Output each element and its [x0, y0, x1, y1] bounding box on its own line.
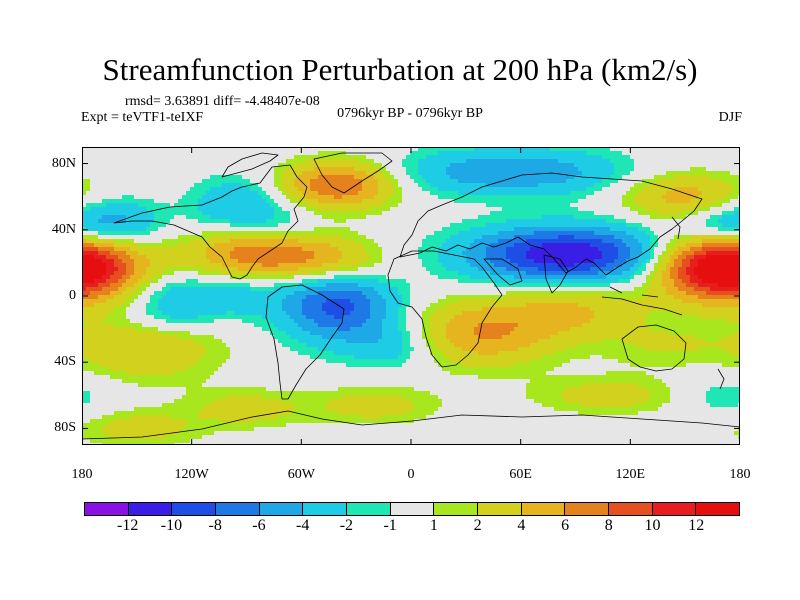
coastline-canadian-islands — [221, 152, 279, 178]
colorbar-label: 8 — [604, 517, 613, 534]
longitude-tick-label: 60E — [509, 467, 532, 482]
longitude-tick-label: 0 — [407, 467, 415, 482]
period-label: 0796kyr BP - 0796kyr BP — [337, 106, 483, 121]
coastline-greenland — [313, 152, 393, 194]
colorbar-label: 12 — [688, 517, 705, 534]
season-label: DJF — [718, 110, 742, 125]
contour-field — [82, 147, 740, 445]
chart-title: Streamfunction Perturbation at 200 hPa (… — [102, 52, 698, 87]
axis-ticks — [82, 147, 740, 445]
rmsd-diff-stats: rmsd= 3.63891 diff= -4.48407e-08 — [125, 94, 320, 109]
longitude-tick-label: 180 — [729, 467, 751, 482]
coastline-india — [543, 254, 569, 294]
colorbar-segment — [128, 503, 173, 515]
coastline-africa — [387, 250, 503, 368]
colorbar-segment — [85, 503, 129, 515]
colorbar-label: 1 — [429, 517, 438, 534]
colorbar-segment — [390, 503, 435, 515]
colorbar-segment — [609, 503, 653, 515]
coastline-new-zealand — [717, 368, 725, 390]
latitude-tick-label: 80N — [51, 155, 76, 171]
experiment-label: Expt = teVTF1-teIXF — [81, 110, 204, 125]
colorbar-label: 4 — [517, 517, 526, 534]
latitude-tick-label: 0 — [69, 288, 76, 303]
colorbar-label: 10 — [644, 517, 661, 534]
coastline-japan — [671, 216, 681, 240]
colorbar-label: -12 — [117, 517, 139, 534]
colorbar-label: -8 — [208, 517, 222, 534]
colorbar-segment — [172, 503, 217, 515]
latitude-tick-label: 40S — [54, 354, 76, 370]
colorbar-label: -1 — [383, 517, 397, 534]
colorbar-segment — [303, 503, 348, 515]
colorbar — [84, 502, 740, 516]
coastline-north-america — [113, 164, 308, 280]
colorbar-segment — [434, 503, 479, 515]
colorbar-segment — [565, 503, 610, 515]
longitude-tick-label: 180 — [71, 467, 93, 482]
colorbar-label: -10 — [160, 517, 183, 534]
colorbar-label: -2 — [339, 517, 354, 534]
coastline-antarctica — [82, 410, 740, 440]
coastline-eurasia — [399, 172, 703, 276]
coastline-indonesia — [601, 286, 683, 316]
coastline-australia — [621, 324, 687, 372]
colorbar-label: -4 — [295, 517, 310, 534]
longitude-tick-label: 60W — [287, 467, 315, 482]
latitude-tick-label: 40N — [51, 221, 76, 237]
streamfunction-map — [82, 147, 740, 445]
coastline-arabia — [483, 258, 523, 286]
colorbar-segment — [521, 503, 566, 515]
colorbar-segment — [652, 503, 697, 515]
colorbar-segment — [259, 503, 304, 515]
longitude-tick-label: 120E — [615, 467, 646, 482]
latitude-tick-label: 80S — [54, 420, 76, 436]
colorbar-segment — [347, 503, 391, 515]
longitude-tick-label: 120W — [174, 467, 209, 482]
coastline-south-america — [265, 284, 345, 400]
coastlines — [82, 152, 740, 440]
colorbar-label: -6 — [252, 517, 266, 534]
colorbar-segment — [478, 503, 522, 515]
colorbar-label: 2 — [473, 517, 482, 534]
colorbar-segment — [216, 503, 260, 515]
colorbar-segment — [696, 503, 740, 515]
colorbar-label: 6 — [561, 517, 570, 534]
